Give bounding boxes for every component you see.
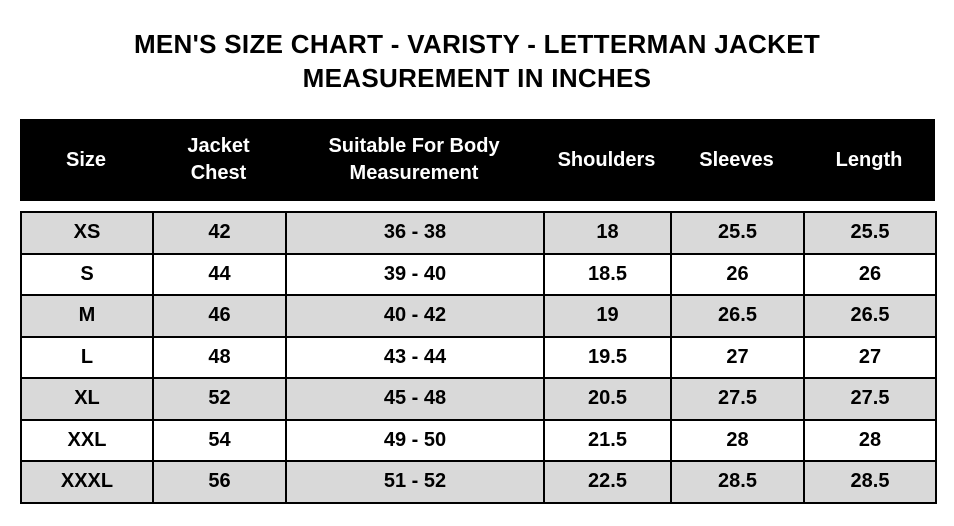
table-cell: XXL (20, 418, 154, 462)
table-cell: XL (20, 377, 154, 421)
table-row: XXL 54 49 - 50 21.5 28 28 (20, 418, 937, 462)
table-cell: 39 - 40 (285, 252, 545, 296)
table-cell: 51 - 52 (285, 460, 545, 504)
table-cell: L (20, 335, 154, 379)
table-cell: 40 - 42 (285, 294, 545, 338)
table-cell: 26 (803, 252, 937, 296)
table-cell: 52 (152, 377, 287, 421)
table-cell: XXXL (20, 460, 154, 504)
table-cell: 42 (152, 211, 287, 255)
table-cell: 28 (670, 418, 805, 462)
size-table-body: XS 42 36 - 38 18 25.5 25.5 S 44 39 - 40 18.5 26 26 M… (20, 211, 937, 504)
stray-ink-mark: ' (617, 274, 621, 289)
table-cell: 18 (543, 211, 672, 255)
table-cell: 46 (152, 294, 287, 338)
column-header-sleeves: Sleeves (699, 148, 774, 171)
column-header-shoulders: Shoulders (557, 148, 656, 171)
table-cell: XS (20, 211, 154, 255)
table-row: S 44 39 - 40 18.5 26 26 (20, 252, 937, 296)
table-cell: 19 (543, 294, 672, 338)
table-cell: 27 (670, 335, 805, 379)
table-cell: 25.5 (803, 211, 937, 255)
table-cell: 27 (803, 335, 937, 379)
table-row: XS 42 36 - 38 18 25.5 25.5 (20, 211, 937, 255)
table-cell: 26 (670, 252, 805, 296)
table-cell: 21.5 (543, 418, 672, 462)
table-cell: 44 (152, 252, 287, 296)
title-line-2: MEASUREMENT IN INCHES (302, 63, 652, 93)
table-cell: 28 (803, 418, 937, 462)
table-cell: S (20, 252, 154, 296)
table-row: M 46 40 - 42 19 26.5 26.5 (20, 294, 937, 338)
table-cell: 48 (152, 335, 287, 379)
table-cell: 25.5 (670, 211, 805, 255)
table-row: XXXL 56 51 - 52 22.5 28.5 28.5 (20, 460, 937, 504)
size-table: XS 42 36 - 38 18 25.5 25.5 S 44 39 - 40 18.5 26 26 M… (20, 211, 937, 504)
table-row: XL 52 45 - 48 20.5 27.5 27.5 (20, 377, 937, 421)
table-cell: 26.5 (803, 294, 937, 338)
table-cell: 45 - 48 (285, 377, 545, 421)
column-header-jacket-chest: Jacket Chest (187, 135, 250, 184)
table-cell: 36 - 38 (285, 211, 545, 255)
table-cell: 27.5 (803, 377, 937, 421)
table-cell: 27.5 (670, 377, 805, 421)
table-header-bar: Size Jacket Chest Suitable For Body Meas… (20, 119, 935, 201)
page-title: MEN'S SIZE CHART - VARISTY - LETTERMAN J… (0, 27, 954, 95)
table-cell: 56 (152, 460, 287, 504)
table-cell: 19.5 (543, 335, 672, 379)
column-header-size: Size (65, 148, 107, 171)
table-cell: 54 (152, 418, 287, 462)
table-cell: 49 - 50 (285, 418, 545, 462)
column-header-body-measurement: Suitable For Body Measurement (328, 135, 500, 184)
table-cell: M (20, 294, 154, 338)
title-line-1: MEN'S SIZE CHART - VARISTY - LETTERMAN J… (133, 29, 821, 59)
table-cell: 20.5 (543, 377, 672, 421)
column-header-length: Length (835, 148, 903, 171)
table-cell: 26.5 (670, 294, 805, 338)
table-cell: 43 - 44 (285, 335, 545, 379)
table-row: L 48 43 - 44 19.5 27 27 (20, 335, 937, 379)
table-cell: 28.5 (670, 460, 805, 504)
table-cell: 28.5 (803, 460, 937, 504)
table-cell: 22.5 (543, 460, 672, 504)
table-cell: 18.5 (543, 252, 672, 296)
